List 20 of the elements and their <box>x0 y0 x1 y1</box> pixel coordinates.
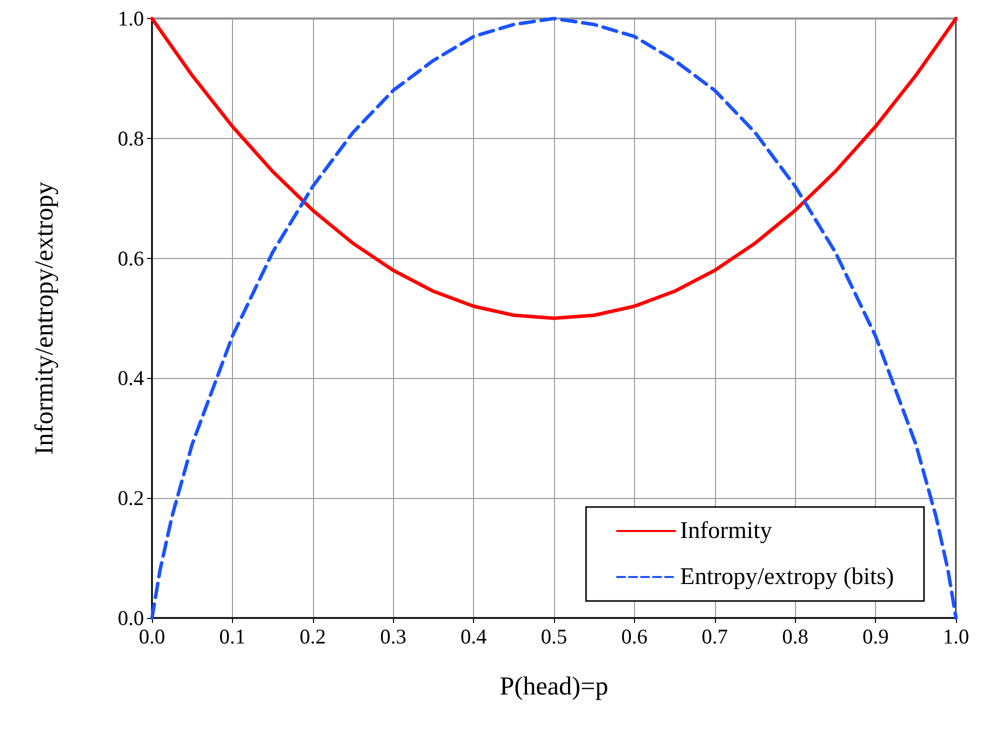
legend-label: Entropy/extropy (bits) <box>680 564 894 590</box>
y-tick-label: 0.4 <box>118 366 144 390</box>
x-tick-label: 0.5 <box>540 624 568 648</box>
legend-label: Informity <box>680 518 772 544</box>
line-series <box>150 16 958 620</box>
y-tick-label: 0.2 <box>118 486 144 510</box>
x-tick-label: 0.7 <box>702 624 728 648</box>
y-tick-label: 0.8 <box>118 126 144 150</box>
y-tick-label: 0.6 <box>118 246 144 270</box>
x-tick-label: 0.8 <box>782 624 808 648</box>
y-tick-label: 1.0 <box>118 6 144 30</box>
x-tick-label: 0.2 <box>300 624 326 648</box>
x-tick-label: 0.6 <box>621 624 648 648</box>
x-tick-label: 0.1 <box>219 624 246 648</box>
x-tick-label: 1.0 <box>942 624 970 648</box>
x-axis-title: P(head)=p <box>500 672 608 700</box>
x-tick-label: 0.3 <box>380 624 406 648</box>
x-tick-label: 0.9 <box>862 624 889 648</box>
x-tick-label: 0.4 <box>460 624 488 648</box>
y-axis-title: Informity/entropy/extropy <box>30 182 58 455</box>
